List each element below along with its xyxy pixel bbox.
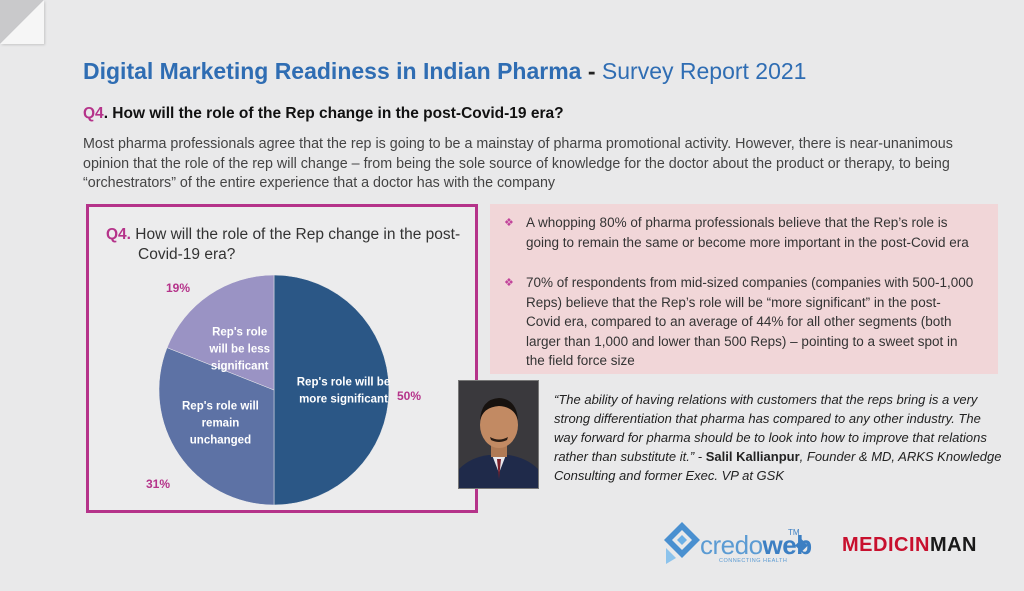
intro-paragraph: Most pharma professionals agree that the… bbox=[83, 136, 953, 191]
page-curl-fold bbox=[0, 0, 44, 44]
title-main: Digital Marketing Readiness in Indian Ph… bbox=[83, 58, 582, 84]
finding-bullet: ❖ 70% of respondents from mid-sized comp… bbox=[504, 273, 974, 371]
pie-percent-label: 50% bbox=[397, 389, 422, 403]
pie-slice bbox=[166, 274, 275, 391]
chart-panel: Q4. How will the role of the Rep change … bbox=[86, 204, 478, 513]
speaker-photo bbox=[458, 380, 539, 489]
pie-percent-label: 31% bbox=[146, 477, 171, 491]
quote-author-name: Salil Kallianpur bbox=[705, 449, 800, 464]
page-title: Digital Marketing Readiness in Indian Ph… bbox=[83, 58, 806, 85]
diamond-bullet-icon: ❖ bbox=[504, 277, 514, 289]
quote-text: “The ability of having relations with cu… bbox=[554, 392, 987, 464]
pie-slice-label: Rep's role will be less significant bbox=[208, 326, 270, 372]
pie-slice bbox=[273, 274, 390, 506]
diamond-bullet-icon: ❖ bbox=[504, 217, 514, 229]
pie-chart: Rep's role will be more significant Rep's … bbox=[158, 274, 390, 506]
credoweb-trademark: TM bbox=[788, 528, 800, 537]
finding-text: A whopping 80% of pharma professionals b… bbox=[526, 215, 969, 250]
title-subtitle: Survey Report 2021 bbox=[601, 58, 807, 84]
quote-attribution: , Founder & MD, ARKS Knowledge Consultin… bbox=[554, 449, 1002, 483]
credoweb-logo-icon bbox=[664, 522, 700, 564]
pie-slice-label: Rep's role will be more significant bbox=[297, 377, 390, 406]
question-heading: Q4. How will the role of the Rep change … bbox=[83, 105, 564, 123]
credoweb-logo-text: credoweb bbox=[700, 530, 812, 560]
pie-slice-label: Rep's role will remain unchanged bbox=[182, 400, 259, 446]
credoweb-tagline: CONNECTING HEALTH bbox=[719, 558, 788, 564]
question-text: . How will the role of the Rep change in… bbox=[103, 105, 564, 122]
chart-title-line2: Covid-19 era? bbox=[138, 246, 236, 263]
finding-bullet: ❖ A whopping 80% of pharma professionals… bbox=[504, 213, 974, 252]
title-separator: - bbox=[581, 58, 602, 84]
chart-title-line1: How will the role of the Rep change in t… bbox=[130, 226, 461, 243]
finding-text: 70% of respondents from mid-sized compan… bbox=[526, 275, 974, 368]
question-number: Q4 bbox=[83, 105, 104, 122]
medicinman-logo: MEDICINMAN bbox=[842, 534, 977, 556]
chart-title: Q4. How will the role of the Rep change … bbox=[106, 225, 471, 265]
key-findings-box: ❖ A whopping 80% of pharma professionals… bbox=[490, 204, 998, 374]
pie-slice bbox=[158, 347, 275, 506]
testimonial-quote: “The ability of having relations with cu… bbox=[554, 390, 1004, 485]
pie-percent-label: 19% bbox=[166, 281, 191, 295]
chart-title-number: Q4. bbox=[106, 226, 131, 243]
